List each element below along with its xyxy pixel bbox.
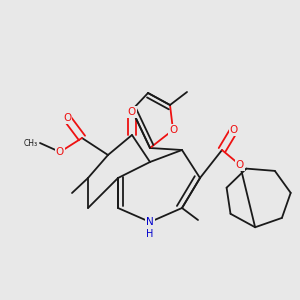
Text: O: O [128, 107, 136, 117]
Text: O: O [169, 125, 177, 135]
Text: H: H [146, 229, 154, 239]
Text: CH₃: CH₃ [24, 139, 38, 148]
Text: O: O [230, 125, 238, 135]
Text: N: N [146, 217, 154, 227]
Text: O: O [56, 147, 64, 157]
Text: O: O [63, 113, 71, 123]
Text: O: O [236, 160, 244, 170]
